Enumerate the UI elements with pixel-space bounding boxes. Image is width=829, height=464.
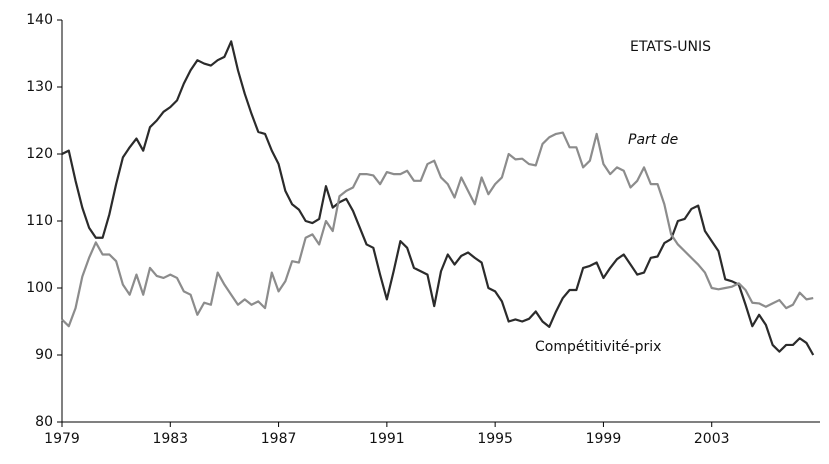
x-tick-label: 1987: [261, 431, 297, 447]
y-tick-label: 140: [26, 12, 53, 28]
annotation: ETATS-UNIS: [630, 39, 711, 55]
x-tick-label: 1991: [369, 431, 405, 447]
x-tick-label: 1999: [586, 431, 622, 447]
series-label: Compétitivité-prix: [535, 339, 661, 355]
y-tick-label: 100: [26, 280, 53, 296]
y-tick-label: 90: [35, 347, 53, 363]
series-line: [61, 40, 815, 356]
series-label: Part de: [628, 132, 678, 148]
y-tick-label: 80: [35, 414, 53, 430]
x-tick-label: 1995: [477, 431, 513, 447]
series-line: [61, 131, 814, 328]
y-tick-label: 130: [26, 79, 53, 95]
x-tick-label: 1979: [44, 431, 80, 447]
x-tick-label: 2003: [694, 431, 730, 447]
y-tick-label: 120: [26, 146, 53, 162]
y-tick-label: 110: [26, 213, 53, 229]
x-tick-label: 1983: [152, 431, 188, 447]
